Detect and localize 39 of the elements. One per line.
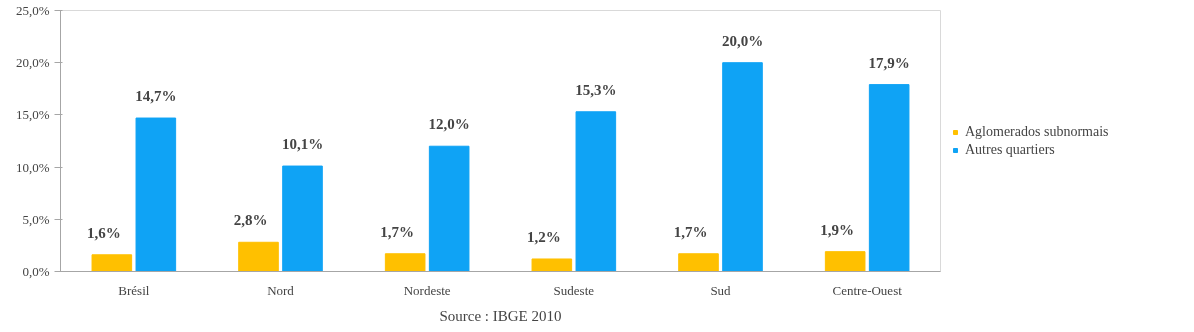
data-label: 1,6% (86, 224, 121, 241)
bar (384, 253, 426, 272)
data-label: 1,9% (820, 221, 855, 238)
y-tick-label: 5,0% (22, 211, 50, 227)
data-label: 10,1% (281, 136, 324, 153)
x-tick-label: Centre-Ouest (832, 282, 903, 298)
bar (678, 253, 719, 272)
bar (824, 251, 866, 272)
x-tick-label: Sud (710, 282, 732, 298)
data-label: 17,9% (868, 54, 910, 71)
y-tick-label: 10,0% (15, 159, 50, 175)
x-tick-label: Nord (267, 282, 295, 298)
bar (91, 254, 133, 272)
data-label: 12,0% (428, 116, 470, 133)
bar (531, 258, 573, 272)
bar (135, 117, 177, 272)
data-label: 1,7% (380, 223, 415, 240)
bar (868, 84, 910, 272)
y-tick-label: 15,0% (15, 107, 50, 123)
bar (282, 165, 323, 272)
x-tick-label: Brésil (118, 282, 150, 298)
y-tick-label: 0,0% (22, 264, 50, 279)
data-label: 2,8% (233, 212, 268, 229)
source-note: Source : IBGE 2010 (439, 307, 562, 324)
data-label: 14,7% (135, 88, 177, 105)
y-tick-label: 25,0% (15, 3, 50, 18)
data-label: 1,2% (526, 228, 561, 245)
bar (238, 241, 279, 272)
bar (428, 145, 470, 272)
y-tick-label: 20,0% (15, 55, 50, 71)
bar (575, 111, 617, 272)
data-label: 15,3% (575, 81, 617, 98)
data-label: 20,0% (721, 32, 764, 49)
data-label: 1,7% (673, 223, 708, 240)
x-tick-label: Sudeste (553, 282, 595, 298)
legend-label: Autres quartiers (965, 141, 1055, 158)
legend-label: Aglomerados subnormais (965, 123, 1109, 140)
x-tick-label: Nordeste (403, 282, 451, 298)
bar (722, 62, 763, 272)
